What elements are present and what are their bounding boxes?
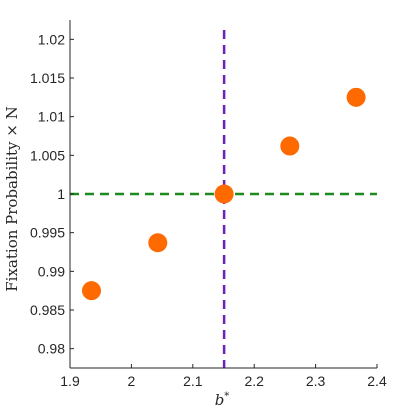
y-ticks: 0.98 0.985 0.99 0.995 1 1.005 1.01 1.015 1.02: [30, 31, 74, 357]
x-tick-label: 2.4: [367, 373, 387, 389]
x-tick-label: 2.3: [306, 373, 326, 389]
data-point: [148, 233, 168, 253]
data-point: [280, 136, 300, 156]
y-tick-label: 0.985: [30, 302, 65, 318]
data-points: [81, 87, 366, 301]
y-tick-label: 1.02: [38, 31, 65, 47]
data-point: [214, 184, 234, 204]
y-tick-label: 1.015: [30, 70, 65, 86]
y-tick-label: 1.005: [30, 147, 65, 163]
x-tick-label: 1.9: [60, 373, 80, 389]
y-tick-label: 0.99: [38, 263, 65, 279]
x-axis-label: b*: [215, 391, 230, 409]
data-point: [346, 87, 366, 107]
x-ticks: 1.9 2 2.1 2.2 2.3 2.4: [60, 364, 387, 389]
x-tick-label: 2.2: [244, 373, 264, 389]
data-point: [81, 281, 101, 301]
y-tick-label: 1: [57, 186, 65, 202]
x-tick-label: 2: [128, 373, 136, 389]
y-tick-label: 1.01: [38, 109, 65, 125]
y-tick-label: 0.995: [30, 225, 65, 241]
x-tick-label: 2.1: [183, 373, 203, 389]
y-axis-label: Fixation Probability × N: [3, 106, 21, 291]
y-tick-label: 0.98: [38, 341, 65, 357]
